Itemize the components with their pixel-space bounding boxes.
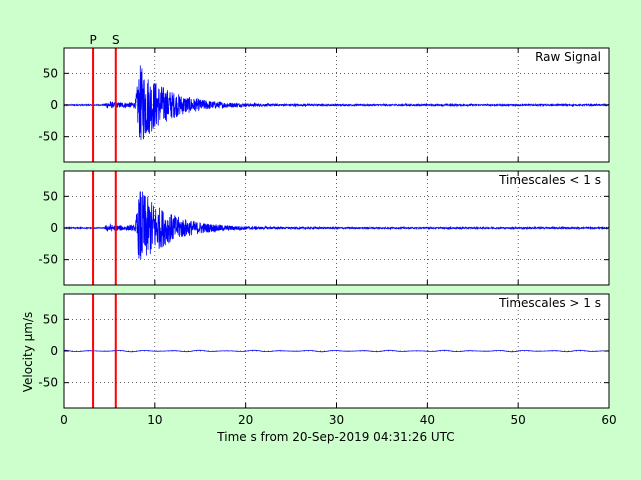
- y-axis-label: Velocity μm/s: [21, 312, 35, 393]
- x-tick-label: 0: [60, 413, 68, 427]
- x-tick-label: 50: [511, 413, 526, 427]
- x-axis-label: Time s from 20-Sep-2019 04:31:26 UTC: [216, 430, 454, 444]
- y-tick-label: -50: [38, 376, 58, 390]
- panel-1: -50 0 50 Raw Signal: [38, 47, 610, 163]
- x-tick-labels: 0 10 20 30 40 50 60: [60, 413, 616, 427]
- panel-title: Raw Signal: [535, 50, 601, 64]
- phase-label-s: S: [112, 33, 120, 47]
- signal-trace: [63, 65, 610, 140]
- y-tick-label: 50: [43, 312, 58, 326]
- y-tick-label: -50: [38, 130, 58, 144]
- x-tick-label: 10: [147, 413, 162, 427]
- signal-trace: [64, 349, 609, 353]
- y-tick-label: 50: [43, 189, 58, 203]
- x-tick-label: 40: [420, 413, 435, 427]
- y-tick-label: 0: [50, 98, 58, 112]
- x-tick-label: 30: [329, 413, 344, 427]
- y-tick-label: 50: [43, 66, 58, 80]
- y-tick-label: -50: [38, 253, 58, 267]
- panel-title: Timescales < 1 s: [498, 173, 601, 187]
- x-tick-label: 60: [601, 413, 616, 427]
- panel-3: -50 0 50 Timescales > 1 s: [38, 293, 610, 409]
- y-tick-label: 0: [50, 344, 58, 358]
- panel-2: -50 0 50 Timescales < 1 s: [38, 170, 610, 286]
- phase-label-p: P: [89, 33, 96, 47]
- panel-title: Timescales > 1 s: [498, 296, 601, 310]
- x-tick-label: 20: [238, 413, 253, 427]
- signal-trace: [63, 191, 610, 260]
- y-tick-label: 0: [50, 221, 58, 235]
